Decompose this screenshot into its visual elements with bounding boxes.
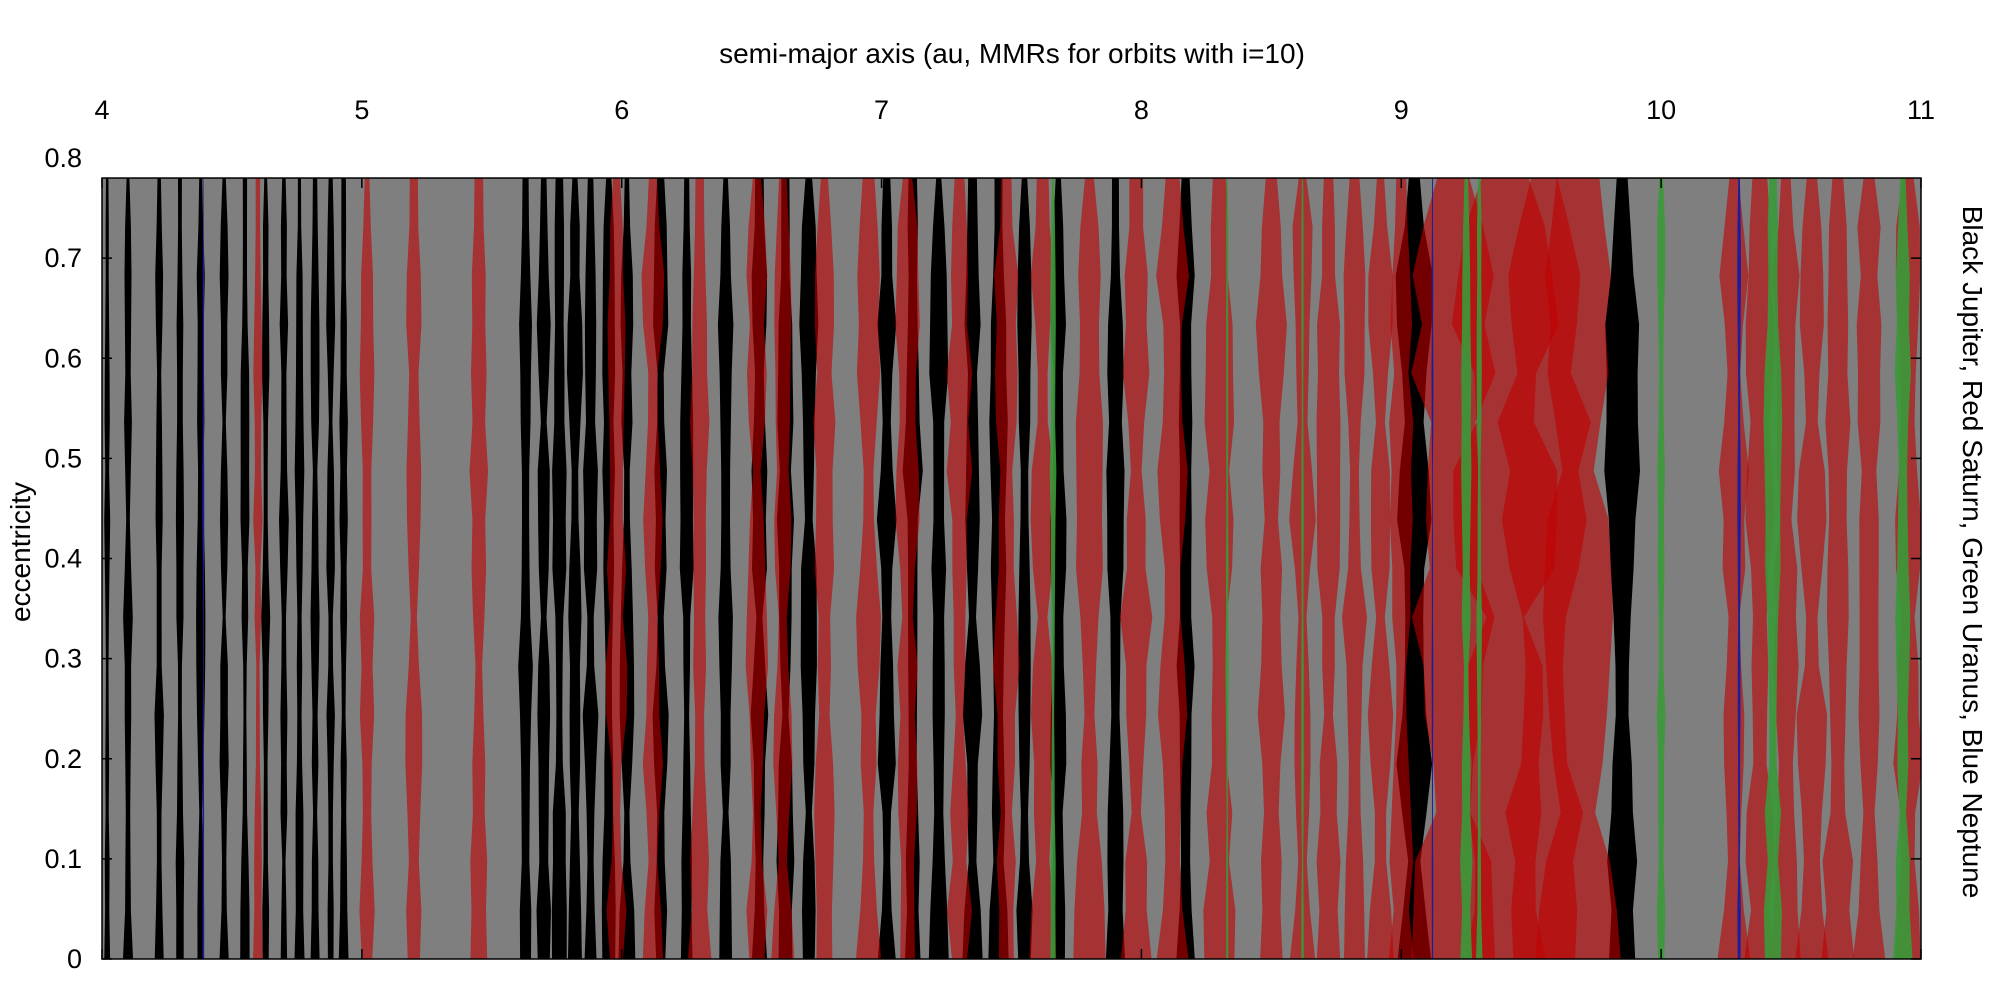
resonance-band-saturn: [993, 178, 1020, 959]
resonance-band-uranus: [1893, 178, 1913, 959]
resonance-band-jupiter: [717, 178, 734, 959]
resonance-band-jupiter: [518, 178, 533, 959]
plot-frame: [101, 177, 1922, 960]
resonance-band-jupiter: [338, 178, 349, 959]
resonance-band-saturn: [1795, 178, 1829, 959]
resonance-band-saturn: [1316, 178, 1341, 959]
resonance-band-uranus: [1225, 178, 1229, 959]
resonance-band-saturn: [605, 178, 628, 959]
resonance-band-jupiter: [261, 178, 271, 959]
resonance-band-uranus: [1301, 178, 1304, 959]
resonance-band-jupiter: [679, 178, 694, 959]
resonance-band-saturn: [359, 178, 375, 959]
resonance-band-jupiter: [876, 178, 897, 959]
series-neptune: [202, 178, 1741, 959]
resonance-band-saturn: [1389, 178, 1414, 959]
resonance-band-jupiter: [175, 178, 185, 959]
resonance-band-saturn: [687, 178, 712, 959]
resonance-band-saturn: [1156, 178, 1189, 959]
resonance-band-jupiter: [326, 178, 336, 959]
y-tick-label: 0.4: [44, 544, 82, 574]
resonance-band-jupiter: [1016, 178, 1033, 959]
resonance-band-uranus: [1656, 178, 1666, 959]
resonance-band-jupiter: [294, 178, 305, 959]
resonance-band-uranus: [1763, 178, 1783, 959]
x-tick-label: 8: [1134, 95, 1149, 125]
x-tick-label: 7: [874, 95, 889, 125]
resonance-band-jupiter: [582, 178, 599, 959]
x-tick-label: 4: [94, 95, 109, 125]
resonance-band-jupiter: [219, 178, 229, 959]
y-tick-label: 0.7: [44, 243, 82, 273]
x-tick-label: 10: [1646, 95, 1676, 125]
x-axis: 4 5 6 7 8 9 10 11: [94, 95, 1935, 959]
resonance-band-jupiter: [799, 178, 819, 959]
resonance-band-uranus: [1049, 178, 1057, 959]
resonance-band-saturn: [1852, 178, 1886, 959]
resonance-band-saturn: [1120, 178, 1153, 959]
x-tick-label: 6: [614, 95, 629, 125]
resonance-band-saturn: [1342, 178, 1367, 959]
resonance-band-uranus: [1476, 178, 1483, 959]
resonance-band-saturn: [1717, 178, 1751, 959]
y-axis-title: eccentricity: [5, 482, 36, 622]
resonance-band-saturn: [946, 178, 973, 959]
resonance-band-jupiter: [104, 178, 111, 959]
resonance-band-jupiter: [154, 178, 164, 959]
y-tick-label: 0.2: [44, 744, 82, 774]
y-tick-label: 0.6: [44, 343, 82, 373]
resonance-band-saturn: [813, 178, 836, 959]
resonance-band-jupiter: [310, 178, 320, 959]
plot-area: [102, 178, 1921, 959]
resonance-band-saturn: [1255, 178, 1287, 959]
resonance-band-jupiter: [240, 178, 250, 959]
side-legend-label: Black Jupiter, Red Saturn, Green Uranus,…: [1957, 206, 1988, 899]
resonance-band-jupiter: [551, 178, 567, 959]
resonance-band-jupiter: [1604, 178, 1640, 959]
y-tick-label: 0.8: [44, 143, 82, 173]
resonance-band-saturn: [1073, 178, 1106, 959]
resonance-band-saturn: [745, 178, 769, 959]
resonance-band-saturn: [405, 178, 423, 959]
series-uranus: [1049, 178, 1913, 959]
resonance-band-saturn: [1367, 178, 1394, 959]
x-tick-label: 11: [1907, 95, 1935, 125]
resonance-band-jupiter: [536, 178, 551, 959]
y-axis: 0 0.1 0.2 0.3 0.4 0.5 0.6 0.7 0.8: [44, 143, 1921, 974]
y-tick-label: 0.3: [44, 644, 82, 674]
y-tick-label: 0: [67, 944, 82, 974]
x-tick-label: 9: [1394, 95, 1409, 125]
y-tick-label: 0.5: [44, 443, 82, 473]
resonance-band-saturn: [1535, 178, 1621, 959]
resonance-band-saturn: [253, 178, 263, 959]
resonance-band-neptune: [202, 178, 205, 959]
y-tick-label: 0.1: [44, 844, 82, 874]
resonance-band-saturn: [1029, 178, 1056, 959]
resonance-band-jupiter: [123, 178, 133, 959]
series-saturn: [253, 178, 1921, 959]
resonance-band-jupiter: [279, 178, 289, 959]
resonance-band-jupiter: [962, 178, 983, 959]
resonance-band-saturn: [469, 178, 489, 959]
resonance-band-uranus: [1460, 178, 1473, 959]
chart-title: semi-major axis (au, MMRs for orbits wit…: [719, 38, 1305, 69]
resonance-band-saturn: [641, 178, 665, 959]
resonance-band-neptune: [1431, 178, 1434, 959]
resonance-band-jupiter: [567, 178, 583, 959]
resonance-band-jupiter: [1105, 178, 1125, 959]
resonance-band-neptune: [1737, 178, 1741, 959]
resonance-band-saturn: [771, 178, 795, 959]
resonance-band-jupiter: [928, 178, 949, 959]
resonance-band-saturn: [1821, 178, 1855, 959]
x-tick-label: 5: [354, 95, 369, 125]
resonance-band-saturn: [895, 178, 920, 959]
resonance-band-saturn: [855, 178, 882, 959]
